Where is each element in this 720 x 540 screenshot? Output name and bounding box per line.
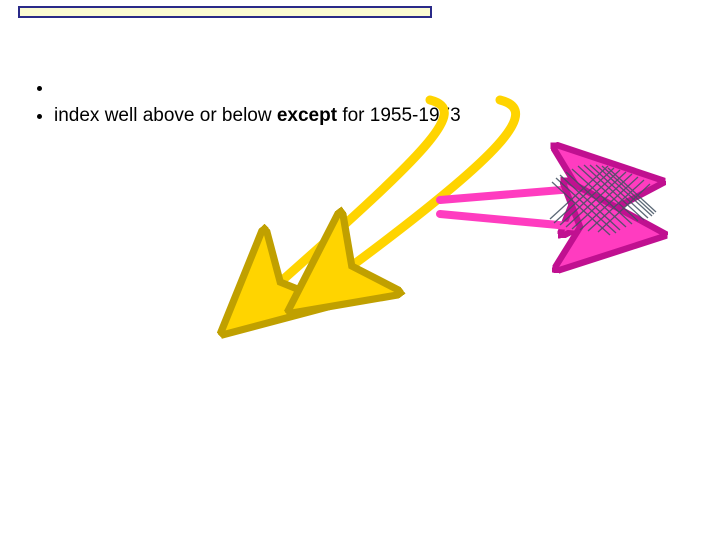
slide-title [18, 6, 432, 18]
annot-steady [76, 410, 436, 430]
starburst-icon [346, 272, 370, 296]
bullet-item [54, 75, 614, 101]
starburst-icon [322, 246, 346, 270]
annot-crash73 [220, 178, 440, 195]
bullet-item: index well above or below except for 195… [54, 103, 614, 129]
bullet-list: index well above or below except for 195… [14, 75, 614, 130]
